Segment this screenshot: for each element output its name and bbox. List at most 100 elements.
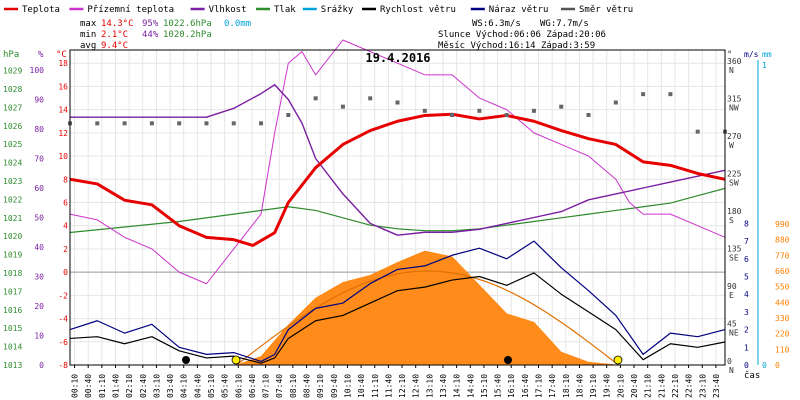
x-tick-label: 22:40	[685, 374, 694, 398]
astro-markers	[182, 355, 623, 365]
pressure-tick: 1024	[3, 159, 22, 168]
humidity-axis-label: %	[38, 50, 44, 60]
direction-name: S	[729, 216, 734, 225]
direction-point	[668, 92, 673, 97]
humidity-tick: 50	[34, 214, 44, 223]
temperature-tick: -2	[58, 291, 68, 300]
direction-point	[259, 121, 264, 126]
direction-name: N	[729, 66, 734, 75]
direction-tick: 225	[727, 170, 742, 179]
temperature-tick: 18	[58, 59, 68, 68]
legend-label-humidity: Vlhkost	[209, 5, 247, 15]
direction-point	[122, 121, 127, 126]
temperature-tick: 4	[63, 222, 68, 231]
x-tick-label: 01:10	[98, 374, 107, 398]
solar-tick: 880	[775, 236, 790, 245]
x-tick-label: 10:40	[357, 374, 366, 398]
x-tick-label: 03:10	[152, 374, 161, 398]
x-tick-label: 09:10	[316, 374, 325, 398]
temperature-axis-label: °C	[56, 50, 67, 60]
x-tick-label: 03:40	[166, 374, 175, 398]
x-tick-label: 20:40	[630, 374, 639, 398]
legend-label-pressure: Tlak	[274, 5, 296, 15]
solar-series	[236, 250, 619, 366]
direction-point	[231, 121, 236, 126]
x-tick-label: 05:10	[207, 374, 216, 398]
x-tick-label: 00:10	[71, 374, 80, 398]
x-tick-label: 14:40	[466, 374, 475, 398]
x-tick-label: 07:40	[275, 374, 284, 398]
x-tick-label: 18:10	[562, 374, 571, 398]
chart-title: 19.4.2016	[365, 51, 430, 65]
direction-name: SW	[729, 179, 739, 188]
moon-set-icon	[182, 356, 190, 364]
direction-tick: 45	[727, 320, 737, 329]
solar-tick: 220	[775, 330, 790, 339]
temperature-tick: 10	[58, 152, 68, 161]
sunset-icon	[613, 355, 623, 365]
legend-label-dir: Směr větru	[579, 5, 633, 15]
solar-tick: 550	[775, 283, 790, 292]
x-tick-label: 17:10	[535, 374, 544, 398]
x-tick-label: 17:40	[548, 374, 557, 398]
humidity-tick: 20	[34, 302, 44, 311]
wind-tick: 7	[744, 237, 749, 246]
x-tick-label: 04:10	[180, 374, 189, 398]
direction-tick: 360	[727, 57, 742, 66]
x-tick-label: 02:40	[139, 374, 148, 398]
solar-theoretical-line	[236, 270, 619, 366]
humidity-tick: 90	[34, 96, 44, 105]
x-tick-label: 11:10	[371, 374, 380, 398]
wind-tick: 3	[744, 308, 749, 317]
x-tick-label: 21:40	[657, 374, 666, 398]
direction-point	[559, 104, 564, 109]
rain-axis-label: mm	[762, 50, 772, 59]
humidity-tick: 40	[34, 243, 44, 252]
x-tick-label: 23:10	[698, 374, 707, 398]
temperature-tick: 6	[63, 199, 68, 208]
plot-frame	[69, 49, 726, 366]
stats-min-press: 1020.2hPa	[163, 30, 212, 40]
x-tick-label: 06:10	[234, 374, 243, 398]
humidity-line	[70, 84, 726, 236]
solar-tick: 330	[775, 314, 790, 323]
direction-tick: 180	[727, 207, 742, 216]
info-wg: WG:7.7m/s	[540, 19, 589, 29]
x-tick-label: 23:40	[712, 374, 721, 398]
info-ws: WS:6.3m/s	[472, 19, 521, 29]
solar-tick: 110	[775, 345, 790, 354]
moon-rise-icon	[504, 356, 512, 364]
axes: hPa1013101410151016101710181019102010211…	[3, 50, 790, 398]
rain-tick: 1	[762, 61, 767, 70]
pressure-tick: 1013	[3, 361, 22, 370]
stats-max-label: max	[80, 19, 97, 29]
temperature-tick: 0	[63, 268, 68, 277]
x-tick-label: 06:40	[248, 374, 257, 398]
pressure-tick: 1029	[3, 67, 22, 76]
direction-name: N	[729, 366, 734, 375]
x-tick-label: 08:10	[289, 374, 298, 398]
direction-point	[641, 92, 646, 97]
pressure-tick: 1018	[3, 269, 22, 278]
x-tick-label: 21:10	[644, 374, 653, 398]
legend-label-wind: Rychlost větru	[380, 5, 456, 15]
x-tick-label: 10:10	[343, 374, 352, 398]
direction-point	[368, 96, 373, 101]
x-tick-label: 02:10	[125, 374, 134, 398]
pressure-tick: 1026	[3, 122, 22, 131]
pressure-tick: 1025	[3, 140, 22, 149]
humidity-tick: 10	[34, 332, 44, 341]
direction-point	[586, 113, 591, 117]
humidity-tick: 0	[39, 361, 44, 370]
direction-point	[177, 121, 182, 126]
temperature-tick: -4	[58, 315, 68, 324]
temperature-tick: 8	[63, 175, 68, 184]
gust-line	[69, 240, 726, 363]
x-unit-label: čas	[744, 370, 760, 381]
info-moon: Měsíc Východ:16:14 Západ:3:59	[438, 41, 595, 51]
direction-name: SE	[729, 254, 739, 263]
pressure-tick: 1014	[3, 343, 22, 352]
x-tick-label: 13:40	[439, 374, 448, 398]
feels-temp-line	[69, 39, 726, 285]
